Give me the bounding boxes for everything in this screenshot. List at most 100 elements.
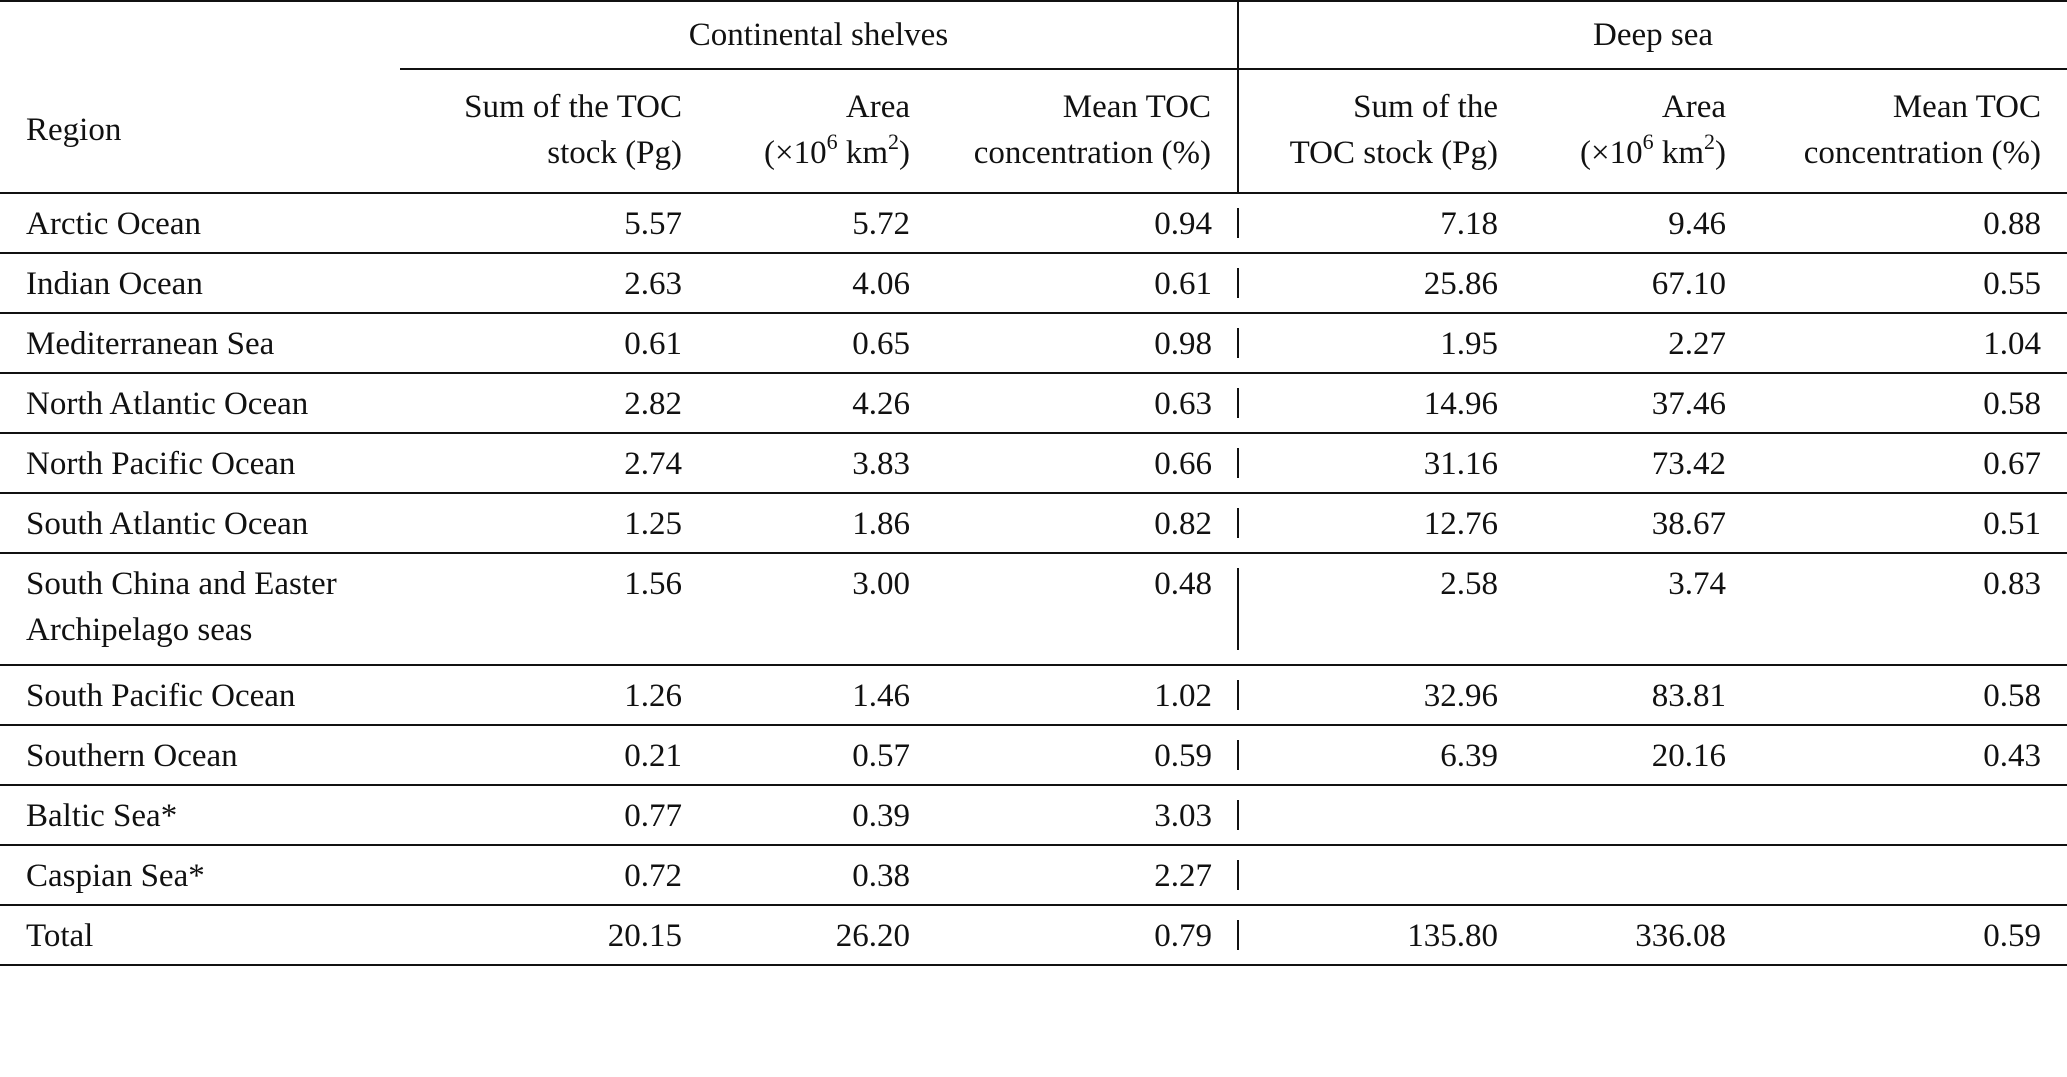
cell-shelf-area: 4.06 [682,253,910,314]
deep-area-unit-close: ) [1715,135,1726,171]
cell-shelf-area: 1.46 [682,665,910,726]
cell-region: South Atlantic Ocean [0,493,400,554]
cell-deep-area: 3.74 [1498,553,1726,666]
cell-deep-mean [1726,785,2067,846]
cell-shelf-area: 3.83 [682,433,910,494]
cell-region: Southern Ocean [0,725,400,786]
table-row-total: Total 20.15 26.20 0.79 135.80 336.08 0.5… [0,905,2067,966]
cell-region: South Pacific Ocean [0,665,400,726]
table-header: Continental shelves Deep sea Region Sum … [0,0,2067,194]
cell-deep-mean: 1.04 [1726,313,2067,374]
cell-deep-mean: 0.88 [1726,193,2067,254]
cell-deep-area: 9.46 [1498,193,1726,254]
cell-deep-area [1498,845,1726,906]
shelf-area-unit-exponent: 6 [826,129,838,154]
table-row: South China and Easter Archipelago seas … [0,553,2067,666]
cell-shelf-area: 0.57 [682,725,910,786]
table-row: Indian Ocean 2.63 4.06 0.61 25.86 67.10 … [0,253,2067,314]
cell-shelf-mean: 1.02 [910,665,1239,726]
table-row: Southern Ocean 0.21 0.57 0.59 6.39 20.16… [0,725,2067,786]
column-header-deep-toc-line1: Sum of the [1353,89,1498,126]
cell-region: Baltic Sea* [0,785,400,846]
cell-shelf-mean: 0.61 [910,253,1239,314]
cell-deep-area: 336.08 [1498,905,1726,966]
cell-deep-toc: 25.86 [1238,253,1498,314]
column-header-deep-toc-stock: Sum of the TOC stock (Pg) [1238,69,1498,194]
cell-shelf-mean: 0.48 [910,553,1239,666]
cell-shelf-area: 0.38 [682,845,910,906]
cell-shelf-mean: 0.66 [910,433,1239,494]
cell-region: Arctic Ocean [0,193,400,254]
column-header-deep-area-line1: Area [1661,89,1726,126]
column-header-deep-mean-toc: Mean TOC concentration (%) [1726,69,2067,194]
table-row: South Pacific Ocean 1.26 1.46 1.02 32.96… [0,665,2067,726]
cell-deep-area [1498,785,1726,846]
table-row: Caspian Sea* 0.72 0.38 2.27 [0,845,2067,906]
cell-deep-mean: 0.58 [1726,373,2067,434]
cell-deep-toc: 12.76 [1238,493,1498,554]
table-row: North Pacific Ocean 2.74 3.83 0.66 31.16… [0,433,2067,494]
cell-deep-toc: 14.96 [1238,373,1498,434]
cell-shelf-toc: 0.72 [400,845,682,906]
cell-shelf-mean: 2.27 [910,845,1239,906]
column-header-shelf-toc-line1: Sum of the TOC [464,89,682,126]
column-header-shelf-mean-toc: Mean TOC concentration (%) [910,69,1239,194]
column-header-shelf-mean-line2: concentration (%) [973,135,1211,171]
cell-deep-toc: 6.39 [1238,725,1498,786]
cell-deep-mean: 0.55 [1726,253,2067,314]
cell-deep-toc: 7.18 [1238,193,1498,254]
deep-area-unit-square: 2 [1704,129,1715,154]
cell-shelf-area: 1.86 [682,493,910,554]
cell-deep-area: 20.16 [1498,725,1726,786]
cell-deep-toc: 31.16 [1238,433,1498,494]
cell-shelf-toc: 1.25 [400,493,682,554]
cell-region-line1: South China and Easter [26,566,337,602]
shelf-area-unit-prefix: (×10 [763,135,827,171]
cell-shelf-toc: 2.63 [400,253,682,314]
cell-deep-area: 38.67 [1498,493,1726,554]
cell-deep-area: 83.81 [1498,665,1726,726]
deep-area-unit-exponent: 6 [1642,129,1654,154]
column-header-row: Region Sum of the TOC stock (Pg) Area (×… [0,69,2067,194]
cell-deep-toc: 135.80 [1238,905,1498,966]
column-header-shelf-area: Area (×106 km2) [682,69,910,194]
column-header-deep-area-line2: (×106 km2) [1498,131,1726,177]
cell-region: Total [0,905,400,966]
table-row: Baltic Sea* 0.77 0.39 3.03 [0,785,2067,846]
cell-shelf-area: 4.26 [682,373,910,434]
cell-shelf-mean: 0.63 [910,373,1239,434]
column-header-shelf-toc-stock: Sum of the TOC stock (Pg) [400,69,682,194]
cell-region: North Pacific Ocean [0,433,400,494]
cell-shelf-area: 3.00 [682,553,910,666]
cell-shelf-toc: 1.26 [400,665,682,726]
cell-shelf-toc: 0.61 [400,313,682,374]
deep-area-unit-km: km [1653,135,1704,171]
toc-stock-table: Continental shelves Deep sea Region Sum … [0,0,2067,966]
cell-shelf-mean: 3.03 [910,785,1239,846]
cell-shelf-area: 5.72 [682,193,910,254]
column-header-shelf-mean-line1: Mean TOC [1062,89,1211,126]
cell-deep-area: 67.10 [1498,253,1726,314]
column-header-deep-toc-line2: TOC stock (Pg) [1289,135,1498,171]
cell-deep-toc [1238,785,1498,846]
deep-area-unit-prefix: (×10 [1579,135,1643,171]
column-header-deep-area: Area (×106 km2) [1498,69,1726,194]
cell-deep-area: 37.46 [1498,373,1726,434]
table-row: South Atlantic Ocean 1.25 1.86 0.82 12.7… [0,493,2067,554]
cell-deep-mean: 0.51 [1726,493,2067,554]
cell-shelf-mean: 0.79 [910,905,1239,966]
column-header-region: Region [0,69,400,194]
cell-shelf-mean: 0.98 [910,313,1239,374]
cell-shelf-area: 0.39 [682,785,910,846]
cell-region: North Atlantic Ocean [0,373,400,434]
cell-region: Indian Ocean [0,253,400,314]
cell-region: Mediterranean Sea [0,313,400,374]
shelf-area-unit-square: 2 [888,129,899,154]
group-header-row: Continental shelves Deep sea [0,0,2067,70]
cell-shelf-mean: 0.59 [910,725,1239,786]
cell-deep-toc: 2.58 [1238,553,1498,666]
table-row: Arctic Ocean 5.57 5.72 0.94 7.18 9.46 0.… [0,193,2067,254]
cell-shelf-area: 0.65 [682,313,910,374]
cell-shelf-toc: 0.21 [400,725,682,786]
